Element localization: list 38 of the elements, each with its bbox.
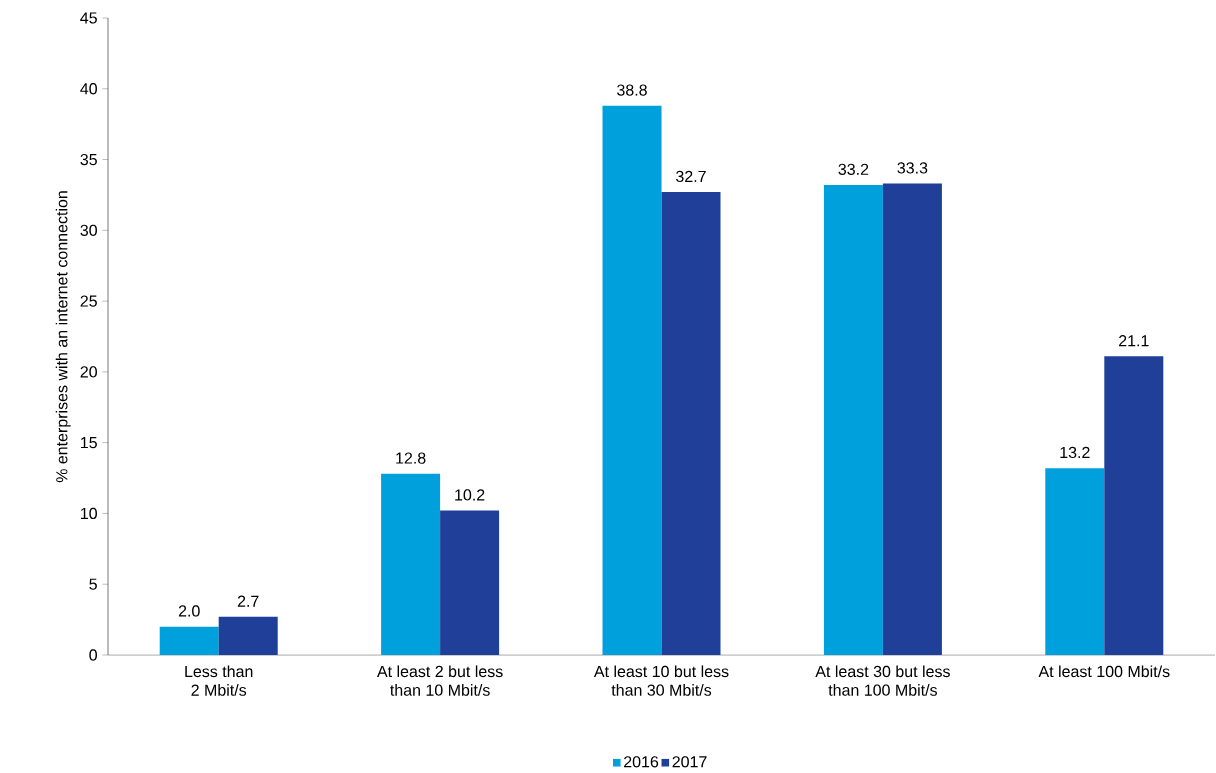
data-label: 2.7	[237, 595, 259, 607]
y-tick-label: 10	[81, 507, 97, 520]
bar	[159, 626, 219, 655]
data-label: 33.3	[897, 162, 928, 174]
legend-label: 2016	[624, 756, 659, 768]
bar	[882, 183, 942, 655]
bar	[1045, 468, 1105, 655]
data-label: 38.8	[617, 84, 647, 96]
y-tick-label: 15	[81, 437, 97, 449]
bar	[381, 473, 441, 655]
bar	[1104, 356, 1164, 655]
x-tick-label: At least 2 but less than 10 Mbit/s	[376, 665, 503, 696]
data-label: 2.0	[178, 605, 200, 617]
y-tick-label: 30	[80, 224, 97, 236]
legend-label: 2017	[672, 756, 707, 768]
data-label: 13.2	[1060, 446, 1090, 459]
y-tick-label: 40	[80, 83, 97, 95]
bar	[823, 185, 883, 655]
x-tick-label: At least 30 but less than 100 Mbit/s	[815, 665, 950, 696]
data-label: 21.1	[1119, 335, 1149, 347]
data-label: 12.8	[396, 452, 426, 464]
y-axis-title: % enterprises with an internet connection	[55, 191, 71, 483]
y-tick-label: 20	[80, 366, 97, 378]
y-tick-label: 25	[80, 295, 97, 307]
x-tick-label: At least 10 but less than 30 Mbit/s	[593, 665, 729, 696]
y-tick-label: 0	[89, 649, 97, 661]
y-tick-label: 45	[80, 12, 97, 24]
data-label: 33.2	[838, 163, 869, 175]
bar	[602, 105, 662, 655]
y-tick-label: 5	[89, 578, 97, 590]
bar	[440, 510, 500, 655]
x-tick-label: Less than 2 Mbit/s	[185, 665, 253, 696]
x-tick-label: At least 100 Mbit/s	[1038, 665, 1170, 678]
bar	[218, 616, 278, 655]
data-label: 32.7	[676, 170, 706, 183]
data-label: 10.2	[455, 489, 485, 501]
bar	[661, 192, 721, 655]
y-tick-label: 35	[80, 153, 97, 166]
